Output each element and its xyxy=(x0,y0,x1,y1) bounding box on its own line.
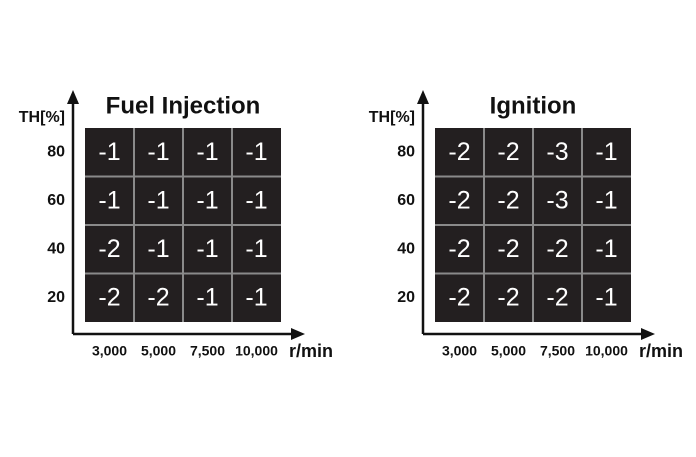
cell-value: -1 xyxy=(147,186,169,214)
column-label: 10,000 xyxy=(235,343,278,359)
cell-value: -2 xyxy=(448,235,470,263)
row-label: 60 xyxy=(47,192,65,209)
column-label: 10,000 xyxy=(585,343,628,359)
x-axis-label: r/min xyxy=(639,341,683,361)
cell-value: -3 xyxy=(546,186,568,214)
cell-value: -1 xyxy=(196,186,218,214)
cell-value: -2 xyxy=(497,283,519,311)
cell-value: -1 xyxy=(595,283,617,311)
cell-value: -2 xyxy=(448,283,470,311)
cell-value: -1 xyxy=(595,138,617,166)
row-label: 20 xyxy=(47,289,65,306)
cell-value: -2 xyxy=(98,283,120,311)
column-label: 5,000 xyxy=(141,343,176,359)
y-axis-arrow xyxy=(67,90,79,104)
cell-value: -2 xyxy=(147,283,169,311)
cell-value: -1 xyxy=(245,186,267,214)
column-label: 3,000 xyxy=(92,343,127,359)
cell-value: -1 xyxy=(147,138,169,166)
cell-value: -1 xyxy=(245,235,267,263)
cell-value: -1 xyxy=(196,235,218,263)
cell-value: -2 xyxy=(98,235,120,263)
column-label: 7,500 xyxy=(540,343,575,359)
cell-value: -2 xyxy=(448,138,470,166)
row-label: 40 xyxy=(397,240,415,257)
cell-value: -1 xyxy=(147,235,169,263)
row-label: 40 xyxy=(47,240,65,257)
column-label: 5,000 xyxy=(491,343,526,359)
cell-value: -1 xyxy=(245,283,267,311)
cell-value: -2 xyxy=(497,235,519,263)
cell-value: -2 xyxy=(448,186,470,214)
cell-value: -1 xyxy=(196,283,218,311)
column-label: 7,500 xyxy=(190,343,225,359)
panel-title: Fuel Injection xyxy=(106,92,261,119)
row-label: 80 xyxy=(47,143,65,160)
x-axis-arrow xyxy=(641,328,655,340)
cell-value: -1 xyxy=(98,186,120,214)
cell-value: -2 xyxy=(497,138,519,166)
row-label: 60 xyxy=(397,192,415,209)
cell-value: -2 xyxy=(546,235,568,263)
cell-value: -1 xyxy=(245,138,267,166)
cell-value: -1 xyxy=(595,235,617,263)
cell-value: -1 xyxy=(98,138,120,166)
y-axis-label: TH[%] xyxy=(369,109,415,126)
row-label: 20 xyxy=(397,289,415,306)
x-axis-label: r/min xyxy=(289,341,333,361)
cell-value: -3 xyxy=(546,138,568,166)
y-axis-label: TH[%] xyxy=(19,109,65,126)
y-axis-arrow xyxy=(417,90,429,104)
panel-title: Ignition xyxy=(490,92,577,119)
cell-value: -1 xyxy=(595,186,617,214)
x-axis-arrow xyxy=(291,328,305,340)
row-label: 80 xyxy=(397,143,415,160)
cell-value: -1 xyxy=(196,138,218,166)
column-label: 3,000 xyxy=(442,343,477,359)
cell-value: -2 xyxy=(546,283,568,311)
cell-value: -2 xyxy=(497,186,519,214)
